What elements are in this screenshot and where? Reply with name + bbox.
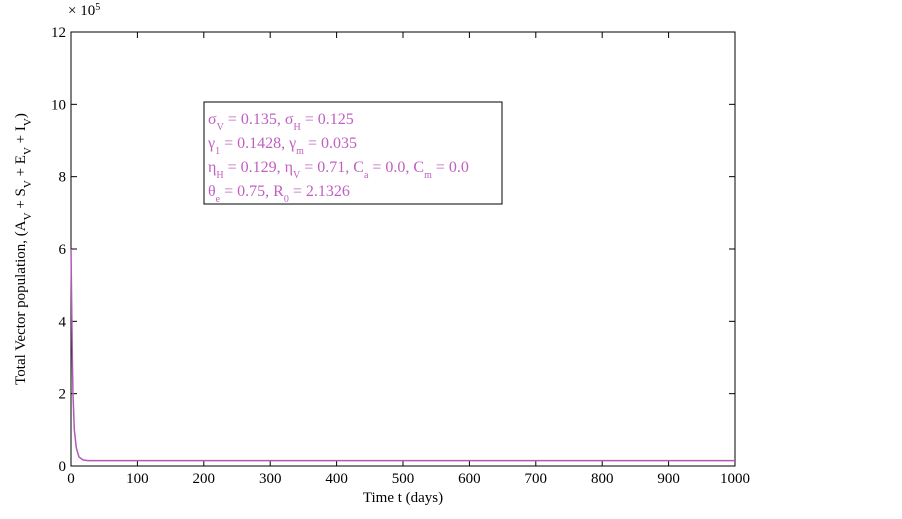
text-run: σ (208, 111, 217, 128)
y-tick-label: 12 (51, 25, 66, 41)
text-run: η (208, 159, 216, 176)
annotation-line: σV = 0.135, σH = 0.125 (208, 111, 354, 133)
subscript: e (216, 194, 221, 205)
text-run: = 2.1326 (289, 183, 350, 200)
text-run: = 0.129, η (224, 159, 293, 176)
text-run: Total Vector population, (A (13, 220, 29, 385)
y-tick-label: 10 (51, 97, 66, 113)
x-tick-label: 0 (67, 471, 75, 487)
subscript: V (22, 118, 34, 126)
subscript: m (424, 170, 432, 181)
y-tick-label: 6 (59, 242, 67, 258)
x-tick-label: 1000 (720, 471, 750, 487)
subscript: 0 (284, 194, 289, 205)
text-run: = 0.0, C (368, 159, 424, 176)
x-tick-label: 600 (458, 471, 481, 487)
text-run: + I (13, 126, 29, 147)
x-tick-label: 300 (259, 471, 282, 487)
annotation-line: θe = 0.75, R0 = 2.1326 (208, 183, 350, 205)
subscript: H (294, 122, 301, 133)
text-run: = 0.125 (301, 111, 354, 128)
text-run: + E (13, 155, 29, 180)
x-tick-label: 400 (325, 471, 348, 487)
x-axis-label: Time t (days) (363, 490, 443, 506)
subscript: V (22, 147, 34, 155)
text-run: + S (13, 188, 29, 212)
text-run: = 0.1428, γ (220, 135, 296, 152)
subscript: V (293, 170, 301, 181)
text-run: = 0.71, C (300, 159, 364, 176)
x-tick-label: 200 (193, 471, 216, 487)
text-run: ) (13, 113, 29, 118)
subscript: m (296, 146, 304, 157)
plot-frame (70, 31, 736, 467)
annotation-box (203, 101, 503, 205)
y-tick-label: 8 (59, 170, 67, 186)
subscript: a (364, 170, 369, 181)
text-run: = 0.035 (304, 135, 357, 152)
x-tick-label: 100 (126, 471, 149, 487)
x-tick-label: 700 (525, 471, 548, 487)
subscript: H (216, 170, 223, 181)
annotation-line: ηH = 0.129, ηV = 0.71, Ca = 0.0, Cm = 0.… (208, 159, 469, 181)
text-run: = 0.0 (432, 159, 469, 176)
text-run: = 0.135, σ (224, 111, 294, 128)
superscript: 5 (95, 2, 100, 13)
x-tick-label: 500 (392, 471, 415, 487)
subscript: 1 (215, 146, 220, 157)
y-multiplier: × 105 (68, 2, 100, 20)
annotation-line: γ1 = 0.1428, γm = 0.035 (207, 135, 357, 157)
subscript: V (217, 122, 225, 133)
text-run: = 0.75, R (220, 183, 284, 200)
subscript: V (22, 180, 34, 188)
text-run: θ (208, 183, 216, 200)
y-tick-label: 2 (59, 387, 67, 403)
y-tick-label: 4 (59, 314, 67, 330)
y-tick-label: 0 (59, 459, 67, 475)
subscript: V (22, 212, 34, 220)
text-run: γ (207, 135, 215, 152)
x-tick-label: 800 (591, 471, 614, 487)
x-tick-label: 900 (657, 471, 680, 487)
data-line (70, 248, 735, 462)
text-run: × 10 (68, 3, 95, 19)
y-axis-label: Total Vector population, (AV + SV + EV +… (13, 113, 34, 385)
